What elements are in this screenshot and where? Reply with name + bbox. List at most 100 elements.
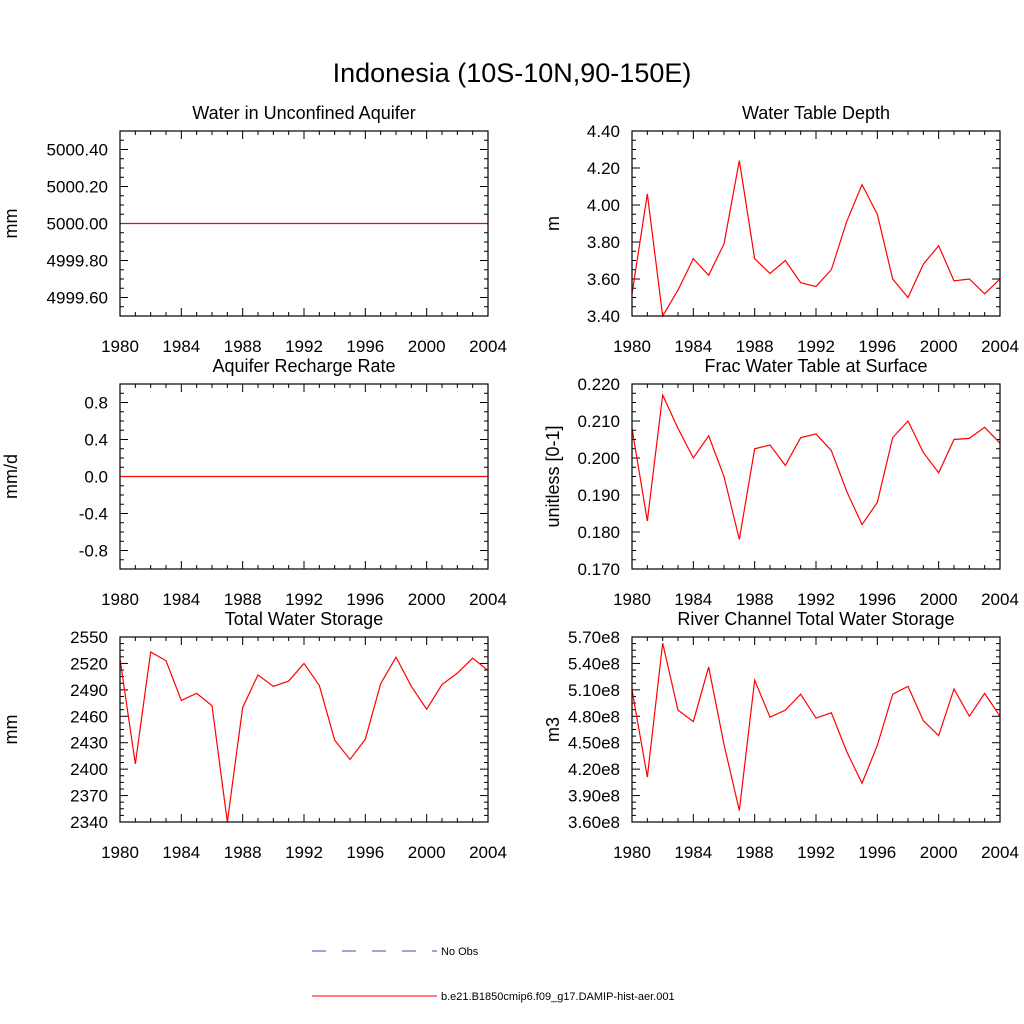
y-tick-label: 0.180 [577, 523, 620, 542]
y-tick-label: 5.10e8 [568, 681, 620, 700]
y-axis-label: unitless [0-1] [543, 425, 563, 527]
x-tick-label: 1992 [285, 843, 323, 862]
panel-title: Water Table Depth [742, 103, 890, 123]
series-line [631, 643, 1001, 811]
plot-frame [631, 383, 1001, 570]
y-tick-label: 0.0 [84, 468, 108, 487]
x-tick-label: 1980 [101, 337, 139, 356]
panel-title: Aquifer Recharge Rate [212, 356, 395, 376]
y-tick-label: 4.40 [587, 122, 620, 141]
y-axis-label: mm/d [1, 454, 21, 499]
x-tick-label: 1984 [674, 843, 712, 862]
x-tick-label: 2000 [408, 590, 446, 609]
figure-title: Indonesia (10S-10N,90-150E) [333, 58, 692, 88]
x-tick-label: 2000 [408, 843, 446, 862]
y-tick-label: 2550 [70, 628, 108, 647]
chart-panel: 1980 1984 1988 1992 1996 2000 2004 3.40 3.60 3.80… [543, 103, 1019, 356]
y-axis-label: m [543, 216, 563, 231]
y-tick-label: 3.60e8 [568, 813, 620, 832]
x-tick-label: 2004 [981, 590, 1019, 609]
x-tick-label: 2004 [469, 337, 507, 356]
y-tick-label: 4.00 [587, 196, 620, 215]
panel-title: Water in Unconfined Aquifer [192, 103, 415, 123]
y-tick-label: 2490 [70, 681, 108, 700]
x-tick-label: 1988 [736, 843, 774, 862]
x-tick-label: 1984 [162, 843, 200, 862]
y-tick-label: 5.70e8 [568, 628, 620, 647]
y-tick-label: 5000.20 [47, 178, 108, 197]
x-tick-label: 1996 [858, 337, 896, 356]
y-tick-label: 4.50e8 [568, 734, 620, 753]
x-tick-label: 1980 [613, 843, 651, 862]
y-tick-label: 2340 [70, 813, 108, 832]
x-tick-label: 1984 [674, 337, 712, 356]
x-tick-label: 1980 [101, 843, 139, 862]
plot-frame [119, 130, 489, 317]
y-axis-label: m3 [543, 717, 563, 742]
y-tick-label: 4999.80 [47, 252, 108, 271]
y-tick-label: 0.210 [577, 412, 620, 431]
x-tick-label: 1980 [613, 337, 651, 356]
x-tick-label: 1980 [613, 590, 651, 609]
panel-title: River Channel Total Water Storage [677, 609, 954, 629]
x-tick-label: 1992 [285, 590, 323, 609]
y-tick-label: 4999.60 [47, 289, 108, 308]
x-tick-label: 1996 [858, 843, 896, 862]
x-tick-label: 1980 [101, 590, 139, 609]
plot-frame [631, 636, 1001, 823]
x-tick-label: 1984 [162, 337, 200, 356]
y-tick-label: 5.40e8 [568, 654, 620, 673]
legend-label: b.e21.B1850cmip6.f09_g17.DAMIP-hist-aer.… [441, 991, 675, 1003]
x-tick-label: 1996 [346, 590, 384, 609]
chart-panel: 1980 1984 1988 1992 1996 2000 2004 -0.8 -0.4 0.0 0… [1, 356, 507, 609]
x-tick-label: 2004 [469, 843, 507, 862]
chart-panel: 1980 1984 1988 1992 1996 2000 2004 4999.60 4999.… [1, 103, 507, 356]
x-tick-label: 1992 [797, 337, 835, 356]
x-tick-label: 2000 [920, 337, 958, 356]
panel-title: Frac Water Table at Surface [704, 356, 927, 376]
y-tick-label: 2460 [70, 707, 108, 726]
y-axis-label: mm [1, 715, 21, 745]
y-tick-label: 0.4 [84, 431, 108, 450]
x-tick-label: 2000 [920, 590, 958, 609]
y-tick-label: 0.200 [577, 449, 620, 468]
x-tick-label: 2004 [981, 337, 1019, 356]
x-tick-label: 1992 [797, 590, 835, 609]
y-tick-label: 0.170 [577, 560, 620, 579]
y-tick-label: 4.20 [587, 159, 620, 178]
y-tick-label: -0.4 [79, 505, 108, 524]
y-tick-label: 2400 [70, 760, 108, 779]
y-tick-label: 0.220 [577, 375, 620, 394]
y-tick-label: 3.40 [587, 307, 620, 326]
x-tick-label: 1992 [285, 337, 323, 356]
chart-panel: 1980 1984 1988 1992 1996 2000 2004 2340 2370 2400… [1, 609, 507, 862]
y-axis-label: mm [1, 209, 21, 239]
x-tick-label: 2000 [920, 843, 958, 862]
y-tick-label: -0.8 [79, 542, 108, 561]
y-tick-label: 0.8 [84, 394, 108, 413]
x-tick-label: 1988 [224, 590, 262, 609]
y-tick-label: 4.80e8 [568, 707, 620, 726]
x-tick-label: 2000 [408, 337, 446, 356]
x-tick-label: 1996 [346, 337, 384, 356]
x-tick-label: 1988 [736, 337, 774, 356]
x-tick-label: 2004 [981, 843, 1019, 862]
plot-frame [119, 636, 489, 823]
chart-panel: 1980 1984 1988 1992 1996 2000 2004 0.170 0.180 0.… [543, 356, 1019, 609]
panels: 1980 1984 1988 1992 1996 2000 2004 4999.60 4999.… [1, 103, 1019, 862]
y-tick-label: 2430 [70, 734, 108, 753]
y-tick-label: 3.90e8 [568, 787, 620, 806]
x-tick-label: 1988 [736, 590, 774, 609]
plot-frame [119, 383, 489, 570]
x-tick-label: 1984 [674, 590, 712, 609]
panel-title: Total Water Storage [225, 609, 383, 629]
x-tick-label: 1996 [346, 843, 384, 862]
plot-frame [631, 130, 1001, 317]
y-tick-label: 4.20e8 [568, 760, 620, 779]
chart-panel: 1980 1984 1988 1992 1996 2000 2004 3.60e8 3.90e8… [543, 609, 1019, 862]
y-tick-label: 0.190 [577, 486, 620, 505]
series-line [631, 392, 1001, 540]
legend-label: No Obs [441, 946, 479, 958]
legend: No Obs b.e21.B1850cmip6.f09_g17.DAMIP-his… [312, 946, 675, 1003]
